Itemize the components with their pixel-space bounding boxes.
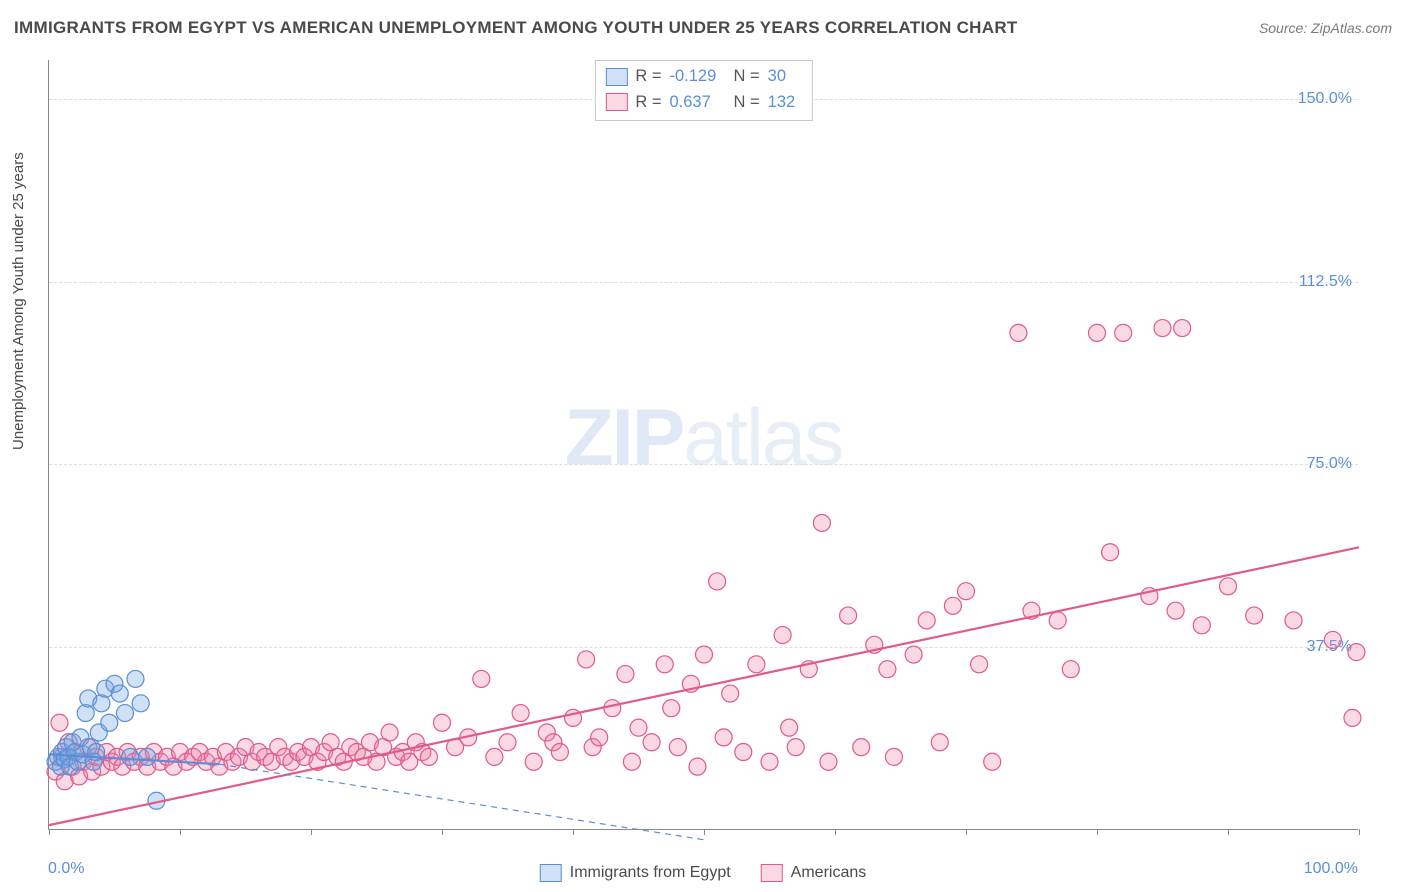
stats-row-blue: R = -0.129 N = 30 (605, 64, 801, 90)
data-point-pink (722, 685, 739, 702)
data-point-pink (1089, 324, 1106, 341)
data-point-pink (1174, 320, 1191, 337)
n-label: N = (734, 64, 760, 90)
n-label: N = (734, 90, 760, 116)
data-point-blue (132, 695, 149, 712)
data-point-pink (630, 719, 647, 736)
data-point-pink (709, 573, 726, 590)
data-point-pink (623, 753, 640, 770)
data-point-pink (820, 753, 837, 770)
data-point-pink (1246, 607, 1263, 624)
data-point-pink (669, 739, 686, 756)
legend-label-blue: Immigrants from Egypt (570, 864, 731, 882)
data-point-pink (748, 656, 765, 673)
data-point-pink (1324, 631, 1341, 648)
stats-legend: R = -0.129 N = 30 R = 0.637 N = 132 (594, 60, 812, 121)
chart-title: IMMIGRANTS FROM EGYPT VS AMERICAN UNEMPL… (14, 18, 1018, 38)
data-point-pink (512, 705, 529, 722)
data-point-pink (1285, 612, 1302, 629)
data-point-pink (1115, 324, 1132, 341)
r-label: R = (635, 90, 661, 116)
data-point-pink (1049, 612, 1066, 629)
data-point-pink (643, 734, 660, 751)
swatch-blue-icon (540, 864, 562, 882)
swatch-pink-icon (761, 864, 783, 882)
data-point-pink (486, 748, 503, 765)
data-point-pink (551, 744, 568, 761)
stats-row-pink: R = 0.637 N = 132 (605, 90, 801, 116)
data-point-pink (1167, 602, 1184, 619)
data-point-pink (1348, 644, 1365, 661)
data-point-pink (420, 748, 437, 765)
data-point-pink (944, 597, 961, 614)
series-legend: Immigrants from Egypt Americans (540, 864, 867, 882)
data-point-pink (840, 607, 857, 624)
x-tick-min: 0.0% (48, 860, 84, 878)
swatch-pink-icon (605, 93, 627, 111)
data-point-pink (984, 753, 1001, 770)
data-point-pink (663, 700, 680, 717)
data-point-pink (885, 748, 902, 765)
data-point-blue (139, 748, 156, 765)
r-value-pink: 0.637 (670, 90, 726, 116)
data-point-blue (101, 714, 118, 731)
legend-item-blue: Immigrants from Egypt (540, 864, 731, 882)
data-point-pink (735, 744, 752, 761)
data-point-pink (434, 714, 451, 731)
data-point-pink (1154, 320, 1171, 337)
data-point-pink (761, 753, 778, 770)
data-point-pink (879, 661, 896, 678)
data-point-pink (918, 612, 935, 629)
data-point-pink (525, 753, 542, 770)
r-value-blue: -0.129 (670, 64, 726, 90)
data-point-blue (127, 670, 144, 687)
data-point-pink (958, 583, 975, 600)
data-point-pink (578, 651, 595, 668)
data-point-pink (813, 514, 830, 531)
data-point-pink (853, 739, 870, 756)
data-point-pink (971, 656, 988, 673)
scatter-svg (49, 60, 1358, 829)
trend-line-pink (49, 547, 1359, 825)
data-point-pink (473, 670, 490, 687)
legend-item-pink: Americans (761, 864, 867, 882)
y-axis-label: Unemployment Among Youth under 25 years (10, 152, 27, 450)
n-value-pink: 132 (768, 90, 802, 116)
data-point-pink (656, 656, 673, 673)
data-point-pink (1062, 661, 1079, 678)
data-point-pink (51, 714, 68, 731)
legend-label-pink: Americans (791, 864, 867, 882)
data-point-pink (499, 734, 516, 751)
plot-area: ZIPatlas 37.5%75.0%112.5%150.0% R = -0.1… (48, 60, 1358, 830)
data-point-pink (905, 646, 922, 663)
data-point-pink (781, 719, 798, 736)
data-point-blue (122, 748, 139, 765)
data-point-pink (1193, 617, 1210, 634)
swatch-blue-icon (605, 68, 627, 86)
data-point-pink (715, 729, 732, 746)
data-point-pink (931, 734, 948, 751)
data-point-pink (1010, 324, 1027, 341)
data-point-pink (617, 666, 634, 683)
data-point-pink (1344, 709, 1361, 726)
data-point-pink (774, 627, 791, 644)
r-label: R = (635, 64, 661, 90)
data-point-pink (604, 700, 621, 717)
data-point-pink (1220, 578, 1237, 595)
x-tick-max: 100.0% (1304, 860, 1358, 878)
trend-extrapolation-blue (219, 764, 704, 840)
data-point-pink (696, 646, 713, 663)
data-point-pink (381, 724, 398, 741)
data-point-pink (1102, 544, 1119, 561)
data-point-blue (111, 685, 128, 702)
source-label: Source: ZipAtlas.com (1259, 20, 1392, 36)
n-value-blue: 30 (768, 64, 802, 90)
data-point-pink (689, 758, 706, 775)
data-point-blue (116, 705, 133, 722)
data-point-pink (787, 739, 804, 756)
data-point-pink (591, 729, 608, 746)
